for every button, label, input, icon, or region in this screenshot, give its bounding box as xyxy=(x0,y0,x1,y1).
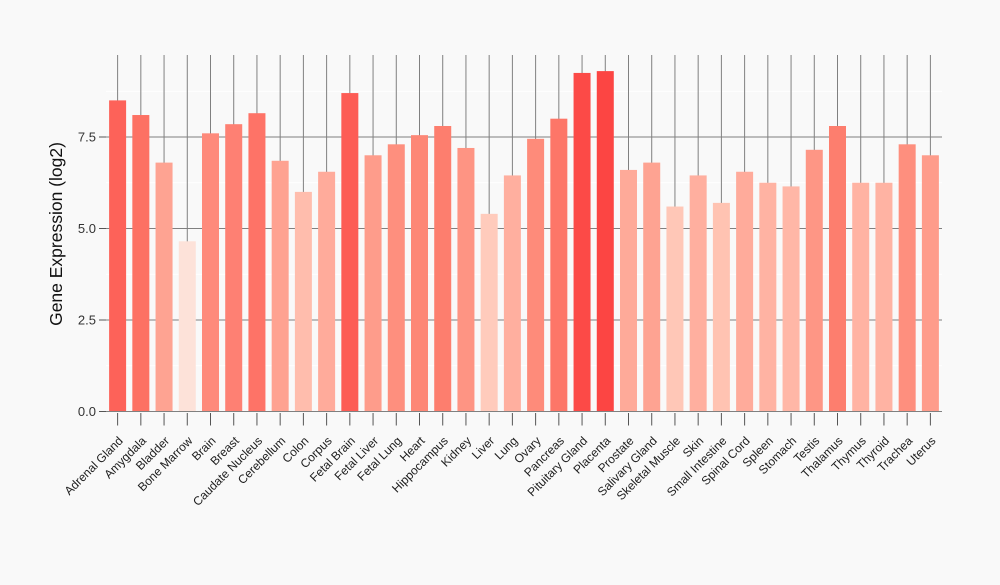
bar xyxy=(109,100,127,412)
bar xyxy=(596,71,614,412)
bar xyxy=(318,171,336,412)
bar xyxy=(898,144,916,412)
minor-gridlines xyxy=(106,90,942,367)
x-tick-label: Liver xyxy=(469,434,497,462)
bar xyxy=(666,206,684,412)
bar xyxy=(480,213,498,412)
bar xyxy=(202,133,219,412)
bar xyxy=(829,126,846,412)
bar xyxy=(736,171,754,412)
bar xyxy=(503,175,521,412)
bar xyxy=(341,93,359,412)
bar xyxy=(178,241,196,412)
bar xyxy=(411,135,428,412)
y-axis-title: Gene Expression (log2) xyxy=(46,142,66,326)
y-tick-label: 5.0 xyxy=(78,221,96,236)
y-tick-label: 0.0 xyxy=(78,404,96,419)
bar xyxy=(248,113,266,412)
bar xyxy=(620,169,637,412)
bar xyxy=(805,149,823,412)
bar xyxy=(782,186,800,412)
bar xyxy=(271,160,289,412)
y-tick-label: 7.5 xyxy=(78,129,96,144)
bar xyxy=(643,162,661,412)
bar xyxy=(759,182,777,412)
bar xyxy=(712,202,730,412)
bar xyxy=(689,175,707,412)
bar xyxy=(132,115,150,412)
bar xyxy=(294,191,312,412)
bars xyxy=(109,71,939,412)
bar xyxy=(550,118,568,412)
bar xyxy=(434,126,452,412)
bar xyxy=(387,144,405,412)
bar xyxy=(364,155,382,412)
y-tick-label: 2.5 xyxy=(78,312,96,327)
bar xyxy=(225,124,243,412)
bar xyxy=(921,155,939,412)
bar xyxy=(852,182,870,412)
bar xyxy=(155,162,173,412)
bar xyxy=(573,72,591,412)
bar xyxy=(875,182,893,412)
bar xyxy=(457,147,475,412)
bar xyxy=(527,138,545,412)
